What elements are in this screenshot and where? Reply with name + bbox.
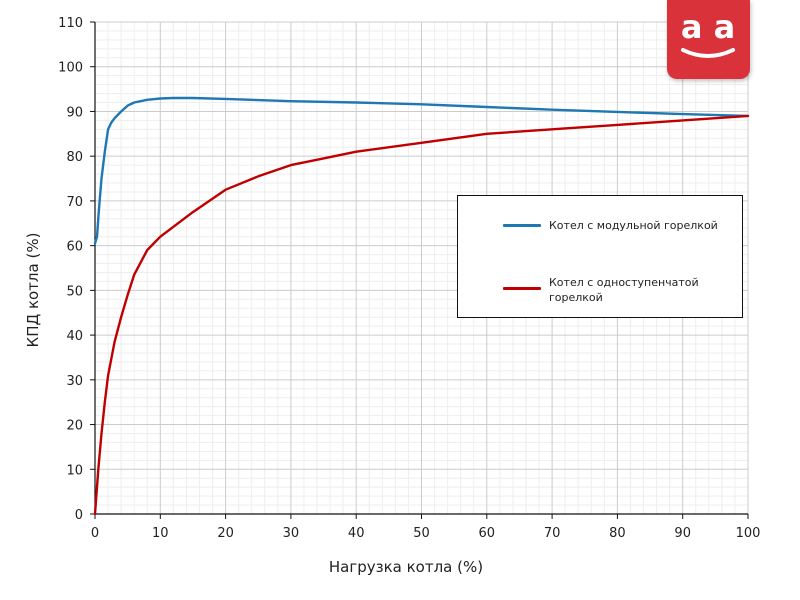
y-tick-label: 70	[66, 195, 83, 210]
smile-logo-icon: a a	[681, 8, 735, 58]
y-tick-label: 90	[66, 105, 83, 120]
series-line-single-stage	[93, 114, 750, 516]
y-axis-title: КПД котла (%)	[24, 233, 42, 348]
brand-logo: a a	[667, 0, 750, 79]
x-tick-label: 30	[283, 526, 300, 541]
legend: Котел с модульной горелкой Котел с однос…	[457, 195, 743, 318]
y-tick-label: 80	[66, 150, 83, 165]
tick-labels: 0 10 20 30 40 50 60 70 80 90 100 0 10 20 30 40 50 60 70 80 9…	[58, 16, 760, 541]
x-axis-title: Нагрузка котла (%)	[329, 558, 483, 576]
y-tick-label: 30	[66, 374, 83, 389]
legend-swatch-single-stage	[503, 287, 541, 290]
x-tick-label: 90	[674, 526, 691, 541]
x-tick-label: 70	[544, 526, 561, 541]
x-tick-label: 20	[217, 526, 234, 541]
y-tick-label: 40	[66, 329, 83, 344]
x-tick-label: 60	[479, 526, 496, 541]
legend-item-single-stage: Котел с одноступенчатой горелкой	[503, 275, 724, 305]
y-tick-label: 110	[58, 16, 83, 31]
tick-marks	[90, 21, 749, 519]
series-lines	[93, 96, 750, 516]
x-tick-label: 100	[736, 526, 761, 541]
legend-swatch-modular	[503, 224, 541, 227]
smile-mouth-icon	[681, 48, 735, 58]
y-tick-label: 0	[75, 508, 83, 523]
legend-label-modular: Котел с модульной горелкой	[549, 219, 718, 232]
x-tick-label: 10	[152, 526, 169, 541]
y-tick-label: 100	[58, 61, 83, 76]
y-tick-label: 20	[66, 419, 83, 434]
legend-label-single-stage: Котел с одноступенчатой горелкой	[549, 276, 699, 304]
x-tick-label: 40	[348, 526, 365, 541]
y-tick-label: 50	[66, 284, 83, 299]
x-tick-label: 0	[91, 526, 99, 541]
y-tick-label: 60	[66, 240, 83, 255]
series-line-modular	[93, 96, 750, 245]
y-tick-label: 10	[66, 463, 83, 478]
x-tick-label: 80	[609, 526, 626, 541]
legend-item-modular: Котел с модульной горелкой	[503, 218, 739, 233]
x-tick-label: 50	[413, 526, 430, 541]
logo-letters: a a	[681, 8, 735, 46]
